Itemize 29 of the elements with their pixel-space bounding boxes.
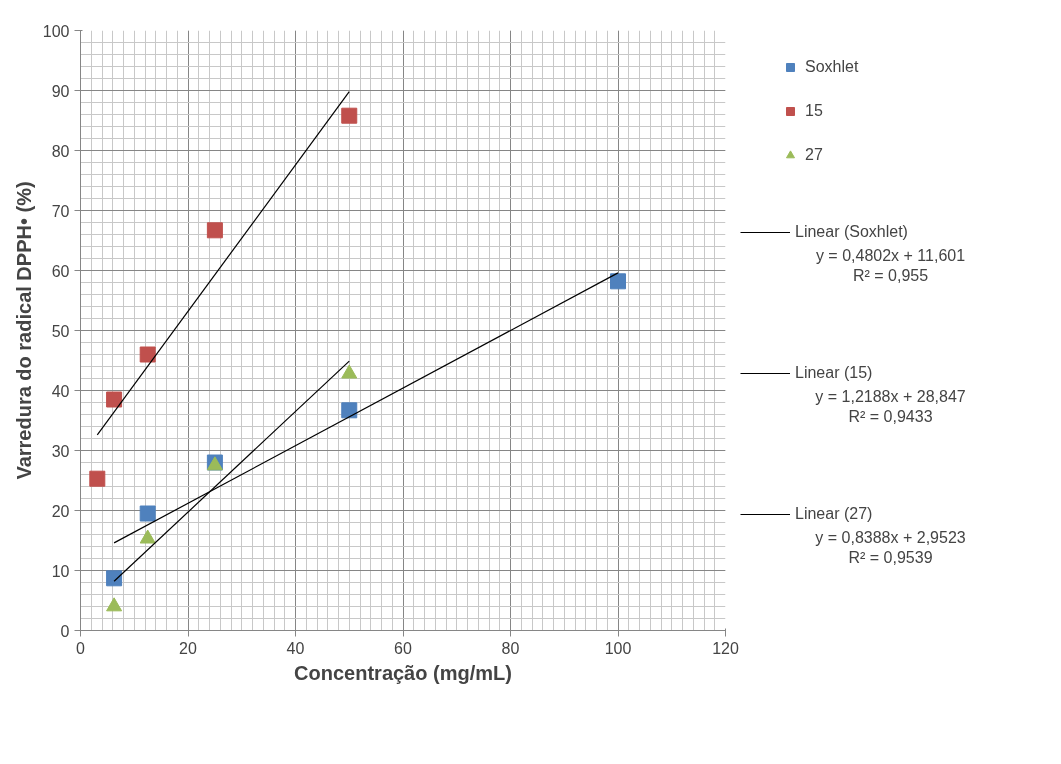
y-tick-label: 40 [51, 382, 70, 400]
x-tick-label: 120 [712, 639, 739, 657]
text: y = 0,8388x + 2,9523 R² = 0,9539 [815, 528, 966, 566]
y-tick-label: 70 [51, 202, 70, 220]
x-tick-label: 60 [394, 639, 412, 657]
y-tick-label: 10 [51, 562, 70, 580]
legend-label: Linear (27) [795, 505, 873, 523]
legend-label: Linear (15) [795, 364, 873, 382]
text: y = 0,4802x + 11,601 R² = 0,955 [815, 246, 966, 284]
y-tick-label: 90 [51, 82, 70, 100]
y-tick-label: 50 [51, 322, 70, 340]
y-tick-label: 0 [60, 622, 70, 640]
y-tick-label: 60 [51, 262, 70, 280]
y-axis-title: Varredura do radical DPPH• (%) [12, 181, 35, 480]
y-tick-label: 20 [51, 502, 70, 520]
x-tick-label: 20 [179, 639, 197, 657]
x-tick-label: 0 [76, 639, 86, 657]
y-tick-label: 30 [51, 442, 70, 460]
text: y = 1,2188x + 28,847 R² = 0,9433 [815, 387, 966, 425]
x-tick-label: 80 [501, 639, 520, 657]
y-tick-label: 100 [42, 22, 70, 40]
x-tick-label: 40 [286, 639, 305, 657]
legend-label: 15 [805, 102, 824, 120]
y-tick-label: 80 [51, 142, 70, 160]
x-axis-title: Concentração (mg/mL) [294, 661, 512, 684]
x-tick-label: 100 [604, 639, 632, 657]
legend-label: Soxhlet [805, 58, 859, 76]
legend-label: 27 [805, 146, 824, 164]
legend-label: Linear (Soxhlet) [795, 223, 908, 241]
